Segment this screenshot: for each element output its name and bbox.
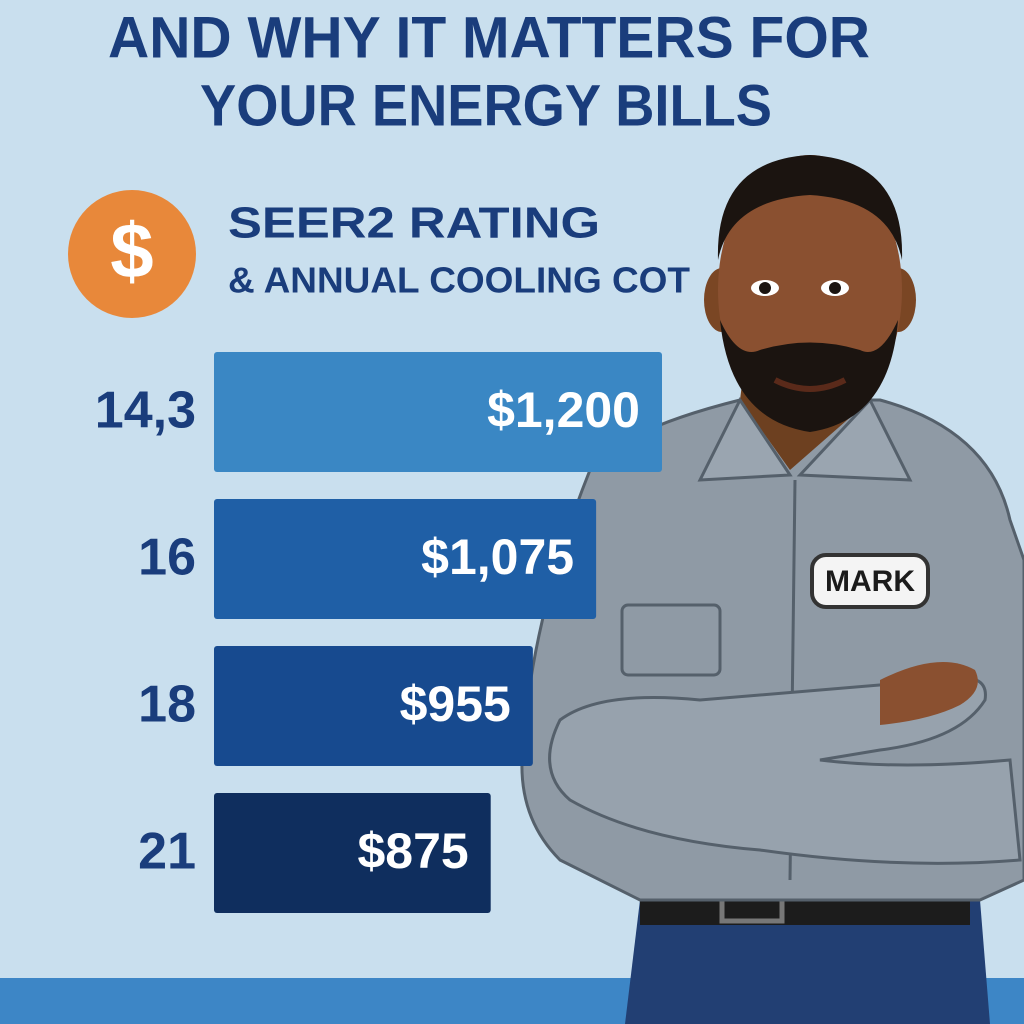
bar <box>214 646 533 766</box>
value-label: $1,200 <box>487 382 640 438</box>
name-tag <box>810 553 930 609</box>
value-label: $875 <box>357 823 468 879</box>
name-tag-text: MARK <box>825 565 915 598</box>
pants <box>625 900 990 1024</box>
category-label: 18 <box>138 676 196 734</box>
dollar-icon-text: $ <box>110 207 153 295</box>
subtitle-line: SEER2 RATING <box>228 199 600 248</box>
beard <box>720 320 898 432</box>
pupil <box>759 282 771 294</box>
title-line: YOUR ENERGY BILLS <box>200 73 772 138</box>
category-label: 14,3 <box>95 382 196 440</box>
bar-chart: 14,3 $1,200 16 $1,075 18 $955 21 $875 <box>95 352 662 913</box>
hair <box>717 155 903 260</box>
title-line: AND WHY IT MATTERS FOR <box>108 5 870 70</box>
hand <box>880 662 978 725</box>
bar <box>214 793 491 913</box>
bar <box>214 352 662 472</box>
collar <box>697 397 913 482</box>
value-label: $955 <box>400 676 511 732</box>
dollar-icon <box>68 190 196 318</box>
subtitle-line: & ANNUAL COOLING COT <box>228 260 690 301</box>
smile <box>773 377 847 392</box>
person: MARK <box>520 155 1024 1024</box>
category-label: 21 <box>138 823 196 881</box>
bar <box>214 499 597 619</box>
pupil <box>829 282 841 294</box>
value-label: $1,075 <box>421 529 574 585</box>
pocket <box>620 603 722 677</box>
category-label: 16 <box>138 529 196 587</box>
